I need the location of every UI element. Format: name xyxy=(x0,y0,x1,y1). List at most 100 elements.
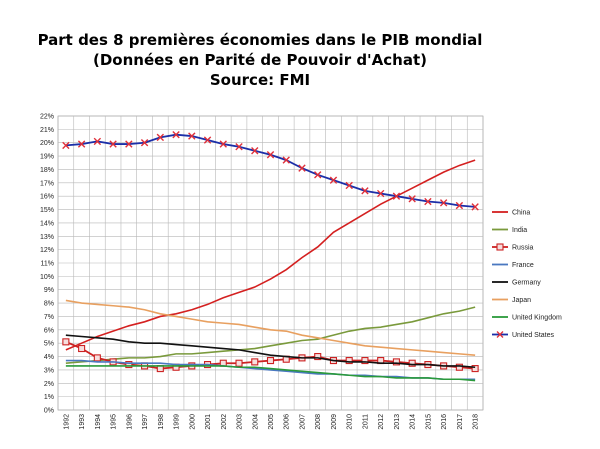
data-point-united-states xyxy=(314,171,322,179)
x-tick-label: 2010 xyxy=(347,414,354,430)
x-tick-label: 2003 xyxy=(237,414,244,430)
x-tick-label: 2008 xyxy=(315,414,322,430)
data-point-united-states xyxy=(376,189,385,198)
y-tick-label: 17% xyxy=(40,180,54,187)
chart-title-block: Part des 8 premières économies dans le P… xyxy=(0,30,520,90)
x-tick-label: 2000 xyxy=(189,414,196,430)
data-point-russia xyxy=(361,357,369,365)
y-tick-label: 0% xyxy=(44,408,54,415)
x-tick-label: 1994 xyxy=(95,414,102,430)
x-tick-label: 1996 xyxy=(126,414,133,430)
data-point-united-states xyxy=(455,201,464,210)
series-line-india xyxy=(65,306,476,365)
x-tick-label: 1999 xyxy=(174,414,181,430)
y-axis: 0% 1% 2% 3% 4% 5% 6% 7% 8% 9% 10% 11% 12% 13% 14% 15% 16… xyxy=(40,114,54,415)
x-tick-label: 2016 xyxy=(441,414,448,430)
data-point-united-states xyxy=(361,187,369,195)
y-tick-label: 3% xyxy=(44,367,54,374)
x-tick-label: 2004 xyxy=(252,414,259,430)
data-point-russia xyxy=(392,358,400,366)
x-tick-label: 2011 xyxy=(362,414,369,429)
data-point-united-states xyxy=(140,139,149,147)
y-tick-label: 21% xyxy=(40,127,54,134)
data-point-united-states xyxy=(251,147,259,155)
x-tick-label: 1993 xyxy=(79,414,86,430)
chart-title: Part des 8 premières économies dans le P… xyxy=(37,31,483,49)
series-line-germany xyxy=(65,334,476,369)
data-point-united-states xyxy=(439,199,448,207)
x-tick-label: 2017 xyxy=(457,414,464,430)
legend-marker xyxy=(496,243,504,251)
data-point-united-states xyxy=(125,140,133,148)
x-tick-label: 2009 xyxy=(331,414,338,430)
y-tick-label: 13% xyxy=(40,234,54,241)
data-point-russia xyxy=(455,363,463,371)
data-point-united-states xyxy=(424,197,432,206)
y-tick-label: 10% xyxy=(40,274,54,281)
data-point-united-states xyxy=(77,140,86,148)
data-point-russia xyxy=(471,365,479,373)
legend-marker xyxy=(496,331,504,338)
x-axis: 1992 1993 1994 1995 1996 1997 1998 1999 2000 2001… xyxy=(63,414,479,430)
data-point-united-states xyxy=(235,143,243,151)
legend-label: Russia xyxy=(512,245,534,252)
data-point-united-states xyxy=(93,137,102,146)
data-point-russia xyxy=(345,357,353,365)
legend: China India Russia France Germany Japan United… xyxy=(492,210,562,339)
data-point-russia xyxy=(125,361,133,369)
x-tick-label: 2001 xyxy=(205,414,212,430)
data-point-russia xyxy=(314,352,322,361)
y-tick-label: 18% xyxy=(40,167,54,174)
data-point-russia xyxy=(62,338,70,346)
y-tick-label: 8% xyxy=(44,301,54,308)
y-tick-label: 9% xyxy=(44,287,54,294)
series-group xyxy=(62,131,479,382)
legend-label: United Kingdom xyxy=(512,315,562,322)
data-point-russia xyxy=(408,359,416,367)
y-tick-label: 19% xyxy=(40,154,54,161)
y-tick-label: 7% xyxy=(44,314,54,321)
data-point-united-states xyxy=(298,164,306,172)
chart-source: Source: FMI xyxy=(209,71,311,89)
data-point-united-states xyxy=(188,132,196,140)
series-line-japan xyxy=(65,299,476,357)
x-tick-label: 2018 xyxy=(473,414,480,430)
series-line-united-kingdom xyxy=(65,365,476,382)
x-tick-label: 2014 xyxy=(410,414,417,430)
data-point-russia xyxy=(266,357,275,365)
data-point-united-states xyxy=(156,133,165,142)
data-point-united-states xyxy=(172,131,180,139)
y-tick-label: 11% xyxy=(41,261,55,268)
x-tick-label: 2015 xyxy=(425,414,432,430)
y-tick-label: 5% xyxy=(44,341,54,348)
data-point-russia xyxy=(78,344,86,353)
x-tick-label: 1998 xyxy=(158,414,165,430)
data-point-united-states xyxy=(62,141,70,150)
x-tick-label: 2013 xyxy=(394,414,401,430)
legend-label: India xyxy=(512,227,527,234)
legend-label: Japan xyxy=(512,297,531,304)
legend-label: United States xyxy=(512,332,555,339)
x-tick-label: 2006 xyxy=(284,414,291,430)
chart-subtitle: (Données en Parité de Pouvoir d'Achat) xyxy=(93,51,427,69)
x-tick-label: 1992 xyxy=(63,414,70,430)
data-point-united-states xyxy=(109,140,117,148)
data-point-united-states xyxy=(266,151,275,159)
y-tick-label: 14% xyxy=(40,220,54,227)
y-tick-label: 2% xyxy=(44,381,54,388)
series-line-china xyxy=(65,159,476,351)
data-point-russia xyxy=(93,354,101,362)
y-tick-label: 22% xyxy=(40,114,54,121)
x-tick-label: 2002 xyxy=(221,414,228,430)
data-point-united-states xyxy=(282,156,290,164)
y-tick-label: 20% xyxy=(40,140,54,147)
gridlines xyxy=(57,115,484,411)
data-point-united-states xyxy=(329,176,338,184)
x-tick-label: 2007 xyxy=(299,414,306,430)
y-tick-label: 12% xyxy=(40,247,54,254)
data-point-united-states xyxy=(408,195,416,203)
y-tick-label: 15% xyxy=(40,207,54,214)
legend-label: China xyxy=(512,210,530,217)
y-tick-label: 1% xyxy=(44,394,54,401)
